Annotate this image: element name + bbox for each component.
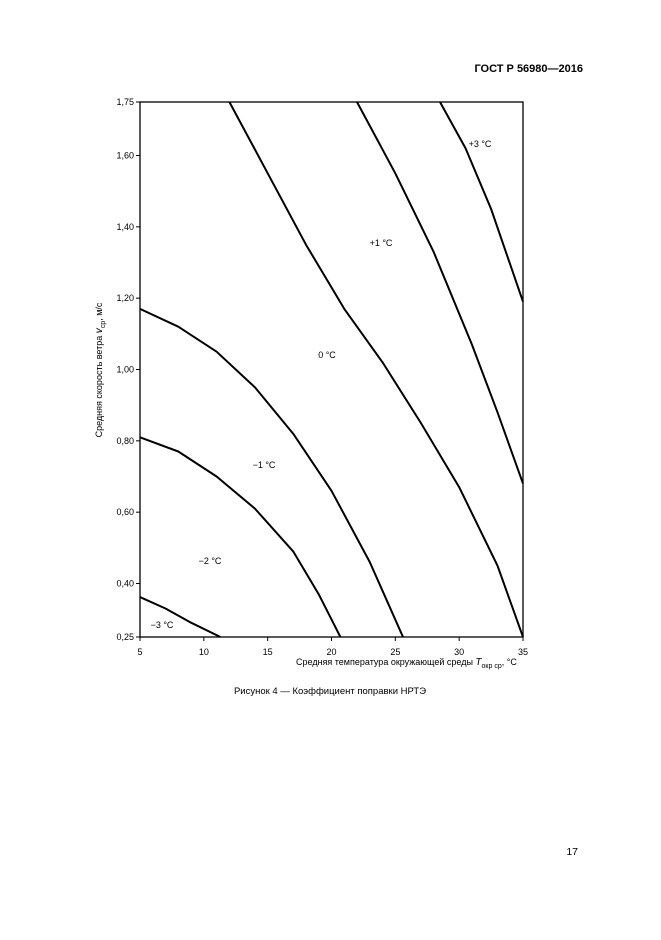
- contour-line: [139, 436, 342, 638]
- y-tick-label: 0,60: [116, 507, 134, 517]
- contour-line: [139, 307, 404, 638]
- x-tick-label: 35: [518, 647, 528, 657]
- contour-label: −2 °C: [199, 556, 222, 566]
- x-label-part: , °C: [502, 657, 518, 667]
- header: ГОСТ Р 56980—2016: [474, 63, 583, 75]
- x-tick-label: 15: [263, 647, 273, 657]
- y-tick-label: 1,00: [116, 365, 134, 375]
- y-label-part: , м/с: [94, 302, 104, 321]
- contour-label: −1 °C: [253, 460, 276, 470]
- y-tick-label: 1,75: [116, 97, 134, 107]
- y-label-part: Средняя скорость ветра: [94, 333, 104, 437]
- y-tick-label: 1,40: [116, 222, 134, 232]
- y-axis-label: Средняя скорость ветра vср, м/с: [94, 302, 107, 437]
- y-label-part: ср: [100, 321, 107, 329]
- y-tick-label: 1,20: [116, 293, 134, 303]
- contour-line: [356, 101, 524, 484]
- contour-label: 0 °C: [318, 350, 336, 360]
- x-tick-label: 25: [390, 647, 400, 657]
- plot-frame: [139, 101, 524, 638]
- x-axis-label: Средняя температура окружающей среды Tок…: [296, 657, 517, 670]
- contour-line: [139, 596, 221, 638]
- contour-label: +3 °C: [469, 139, 492, 149]
- caption: Рисунок 4 — Коэффициент поправки НРТЭ: [234, 686, 426, 697]
- y-tick-label: 0,40: [116, 579, 134, 589]
- y-tick-label: 1,60: [116, 151, 134, 161]
- page-number: 17: [566, 846, 578, 858]
- y-tick-label: 0,25: [116, 632, 134, 642]
- x-label-part: T: [475, 657, 482, 668]
- y-tick-label: 0,80: [116, 436, 134, 446]
- x-tick-label: 10: [199, 647, 209, 657]
- contour-line: [228, 101, 524, 638]
- x-tick-label: 20: [326, 647, 336, 657]
- contour-label: −3 °C: [151, 620, 174, 630]
- contour-label: +1 °C: [370, 238, 393, 248]
- x-tick-label: 30: [454, 647, 464, 657]
- x-label-part: Средняя температура окружающей среды: [296, 657, 475, 667]
- contour-line: [439, 101, 524, 303]
- x-tick-label: 5: [137, 647, 142, 657]
- x-label-part: окр ср: [482, 663, 502, 670]
- y-label-part: v: [94, 327, 105, 333]
